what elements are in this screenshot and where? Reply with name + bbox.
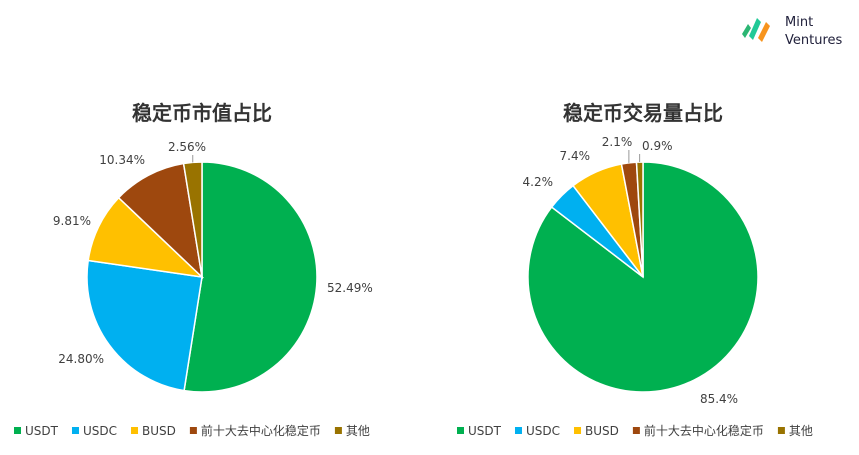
pie-slice-usdc [86,259,203,392]
legend-swatch [457,427,464,434]
brand-name-line2: Ventures [785,33,843,48]
legend-label: 前十大去中心化稳定币 [644,423,764,438]
brand-name-line1: Mint [785,15,813,30]
legend-item: BUSD [131,424,176,438]
pie-slice-other [635,161,644,278]
data-label: 2.1% [602,135,633,149]
legend-item: USDT [457,424,502,438]
mint-logo-icon [742,18,770,42]
legend-item: 其他 [334,424,370,438]
market-cap-pie-chart: 稳定币市值占比 52.49% 24.80% 9.81% 10.34% 2.56% [53,101,373,393]
chart-title: 稳定币交易量占比 [563,101,723,125]
data-label: 7.4% [560,149,591,163]
legend-swatch [131,427,139,434]
legend-label: USDT [468,424,502,438]
pie-slice-usdt [183,161,318,393]
legend-label: USDT [25,424,59,438]
legend-label: 前十大去中心化稳定币 [201,423,321,438]
data-label: 24.80% [58,352,104,366]
data-label: 2.56% [168,140,206,154]
legend-swatch [334,427,342,434]
data-label: 9.81% [53,214,91,228]
legend-swatch [632,427,640,434]
legend-swatch [574,427,582,434]
brand-logo: Mint Ventures [742,15,843,48]
legend-right: USDT USDC BUSD 前十大去中心化稳定币 其他 [457,423,813,438]
chart-title: 稳定币市值占比 [132,101,272,125]
legend-swatch [14,427,21,434]
data-label: 4.2% [523,175,554,189]
legend-label: USDC [83,424,117,438]
legend-item: USDC [71,424,117,438]
pie-slice-dec [117,162,204,280]
pie-slices [527,161,759,393]
legend-item: 前十大去中心化稳定币 [189,423,321,438]
legend-item: USDC [514,424,560,438]
legend-label: BUSD [142,424,176,438]
legend-item: 前十大去中心化稳定币 [632,423,764,438]
data-label: 52.49% [327,281,373,295]
legend-item: USDT [14,424,59,438]
legend-left: USDT USDC BUSD 前十大去中心化稳定币 其他 [14,423,370,438]
legend-swatch [71,427,79,434]
legend-label: 其他 [789,424,813,438]
pie-data-labels: 85.4% 4.2% 7.4% 2.1% 0.9% [523,135,739,406]
legend-item: 其他 [777,424,813,438]
legend-item: BUSD [574,424,619,438]
legend-label: 其他 [346,424,370,438]
legend-swatch [777,427,785,434]
legend-label: BUSD [585,424,619,438]
legend-swatch [514,427,522,434]
pie-slices [86,161,318,393]
legend-swatch [189,427,197,434]
pie-data-labels: 52.49% 24.80% 9.81% 10.34% 2.56% [53,140,373,366]
data-label: 85.4% [700,392,738,406]
data-label: 10.34% [99,153,145,167]
volume-pie-chart: 稳定币交易量占比 85.4% 4.2% 7.4% 2.1% 0.9% [523,101,759,406]
data-label: 0.9% [642,139,673,153]
legend-label: USDC [526,424,560,438]
